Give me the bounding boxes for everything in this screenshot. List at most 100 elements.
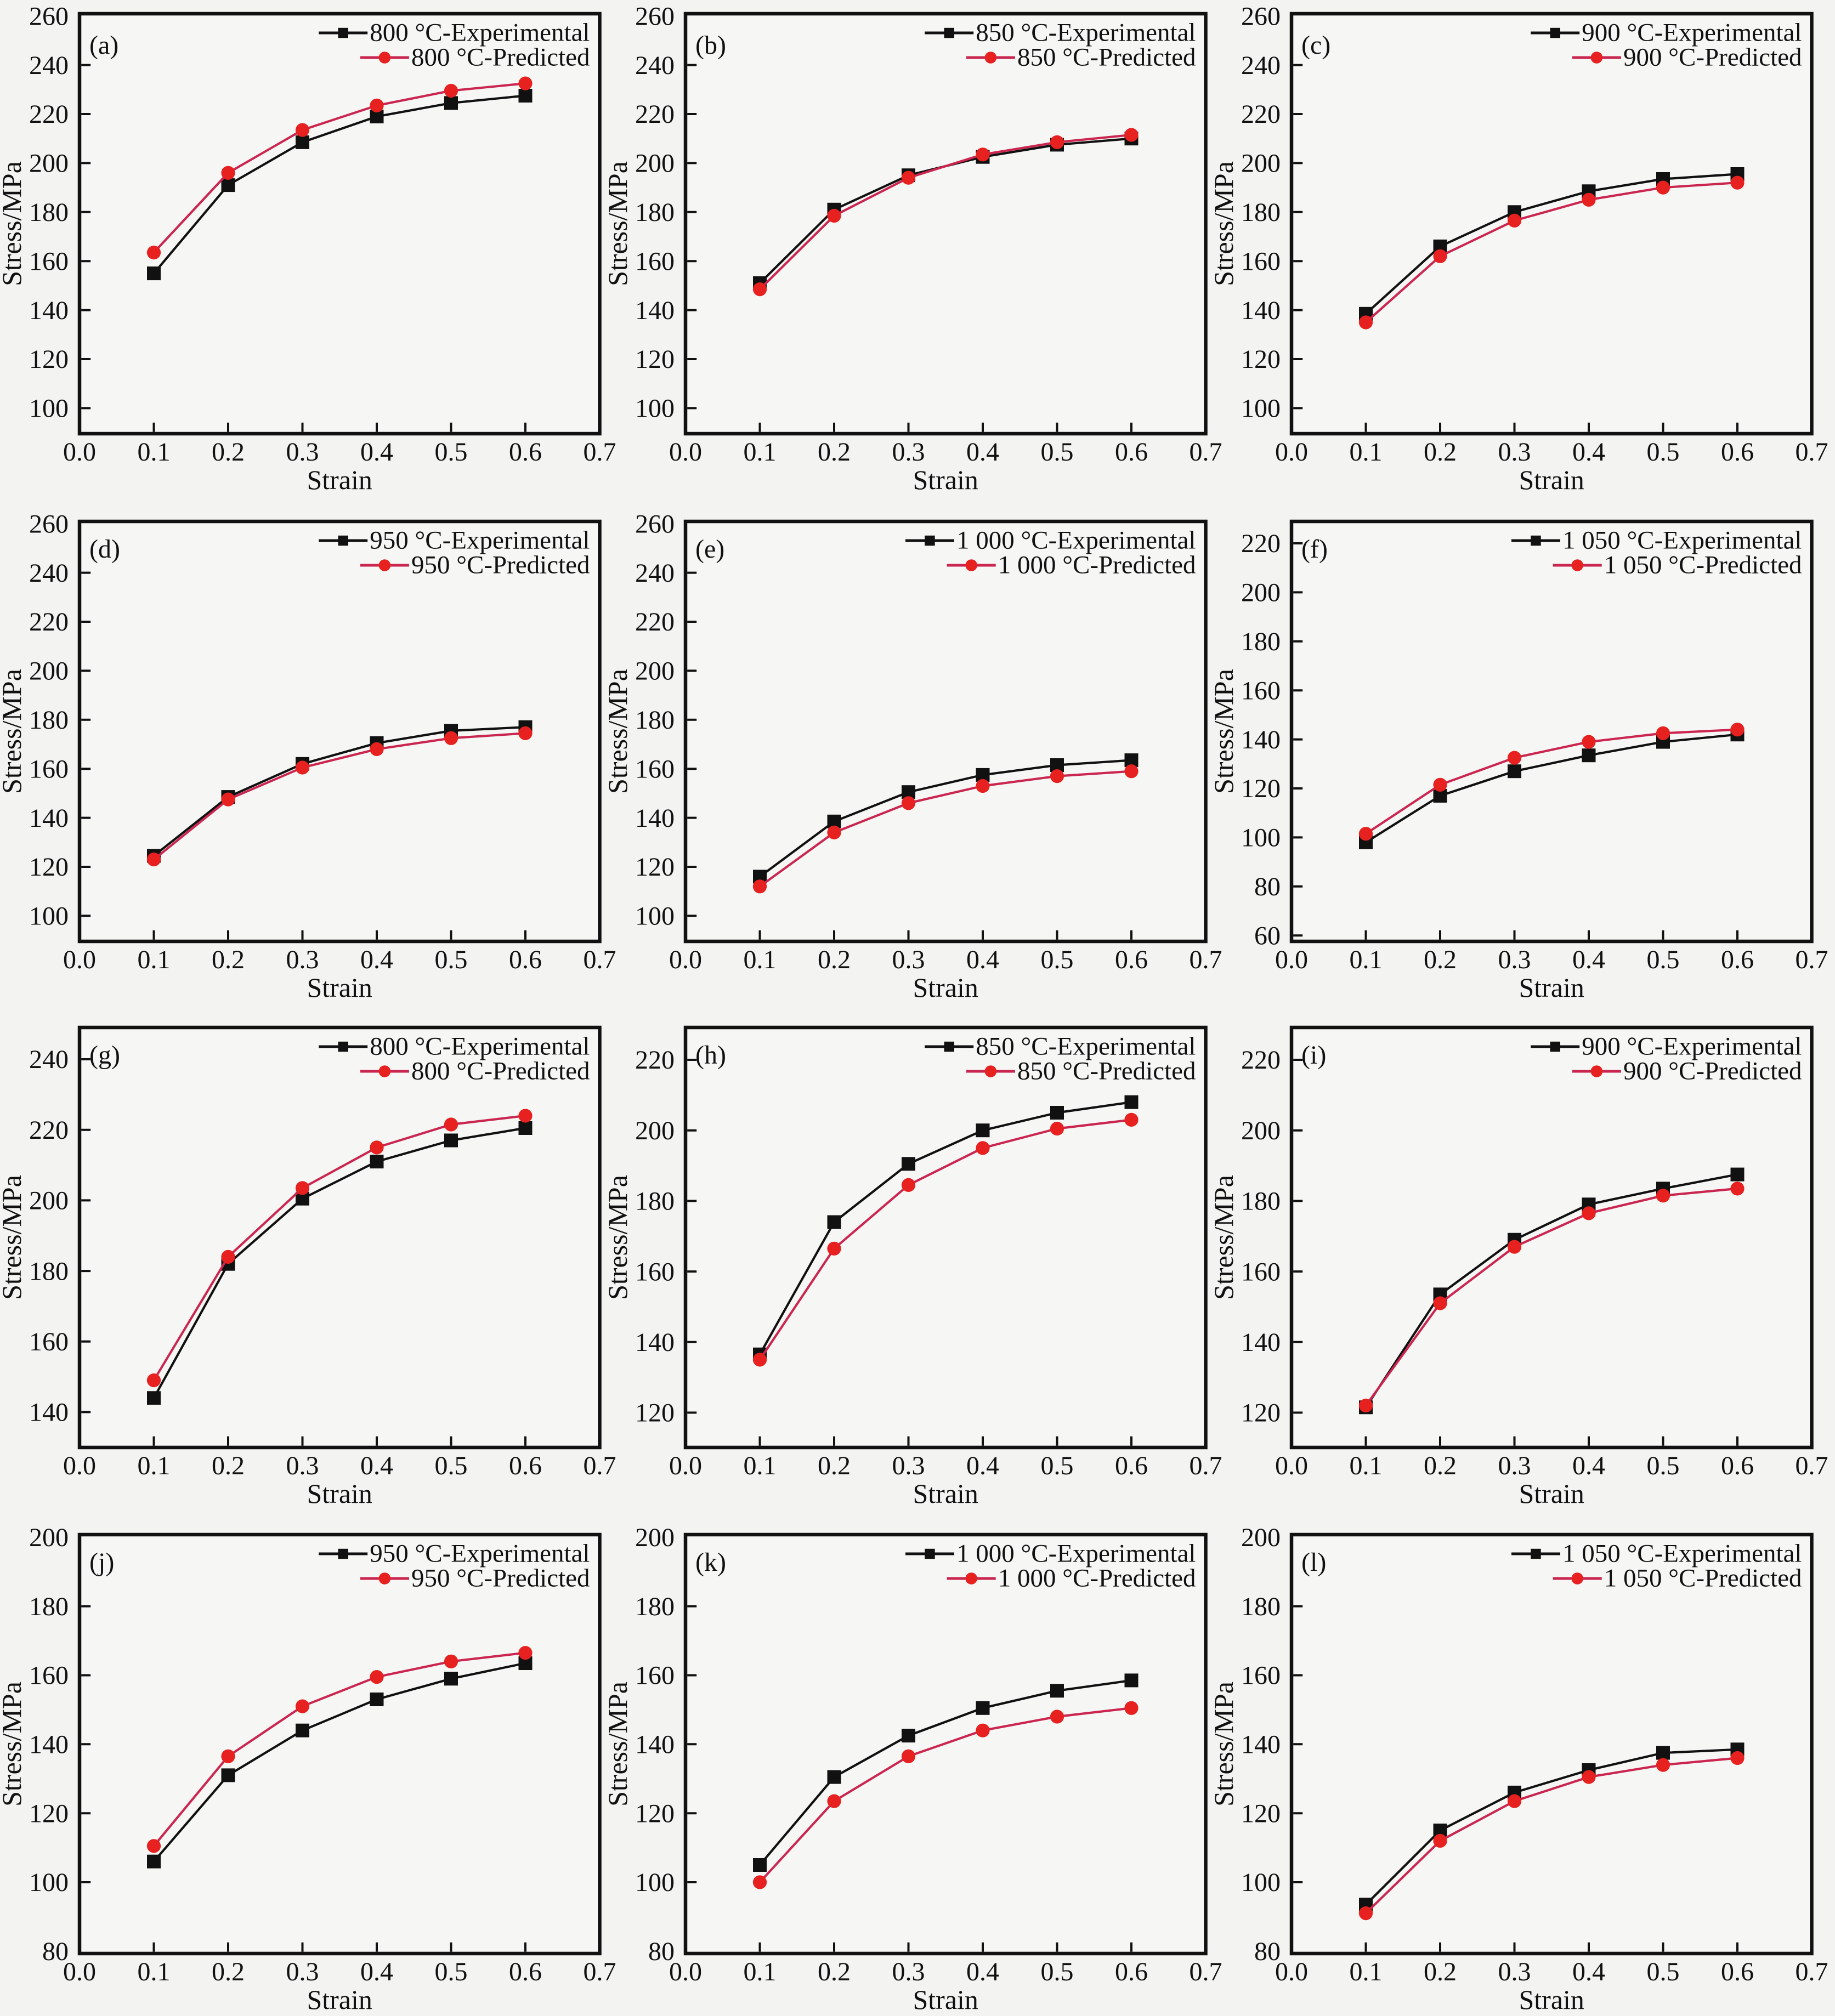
svg-text:850 °C-Predicted: 850 °C-Predicted [1017, 1057, 1196, 1086]
svg-text:0.5: 0.5 [435, 1957, 468, 1986]
svg-text:0.6: 0.6 [509, 945, 542, 974]
svg-text:1 050 °C-Predicted: 1 050 °C-Predicted [1604, 551, 1802, 580]
svg-text:0.2: 0.2 [818, 945, 851, 974]
svg-text:1 050 °C-Experimental: 1 050 °C-Experimental [1562, 1540, 1802, 1568]
svg-text:0.5: 0.5 [1647, 1957, 1680, 1986]
svg-text:120: 120 [1241, 774, 1281, 803]
svg-text:Stress/MPa: Stress/MPa [602, 1682, 633, 1807]
svg-text:0.2: 0.2 [818, 438, 851, 467]
svg-text:0.2: 0.2 [818, 1957, 851, 1986]
svg-text:0.1: 0.1 [1350, 945, 1383, 974]
svg-text:0.1: 0.1 [1350, 438, 1383, 467]
svg-text:80: 80 [1254, 1937, 1281, 1966]
svg-text:260: 260 [635, 509, 675, 538]
svg-text:850 °C-Predicted: 850 °C-Predicted [1017, 43, 1196, 72]
svg-text:0.6: 0.6 [1721, 438, 1754, 467]
svg-text:1 000 °C-Experimental: 1 000 °C-Experimental [956, 1540, 1196, 1568]
svg-text:0.7: 0.7 [584, 438, 616, 467]
svg-text:Stress/MPa: Stress/MPa [602, 669, 633, 794]
svg-text:0.3: 0.3 [1498, 1957, 1531, 1986]
svg-text:140: 140 [1241, 296, 1281, 325]
svg-text:0.5: 0.5 [435, 1451, 468, 1480]
svg-text:800 °C-Predicted: 800 °C-Predicted [411, 43, 590, 72]
svg-text:Stress/MPa: Stress/MPa [1208, 1682, 1239, 1807]
svg-text:1 000 °C-Experimental: 1 000 °C-Experimental [956, 526, 1196, 555]
svg-text:180: 180 [1241, 627, 1281, 656]
svg-text:80: 80 [1254, 872, 1281, 901]
svg-text:220: 220 [1241, 1046, 1281, 1075]
svg-text:Strain: Strain [1519, 972, 1584, 1003]
svg-text:0.2: 0.2 [212, 1451, 245, 1480]
svg-text:120: 120 [1241, 1799, 1281, 1828]
svg-text:800 °C-Predicted: 800 °C-Predicted [411, 1057, 590, 1086]
svg-text:180: 180 [29, 706, 69, 735]
svg-text:140: 140 [635, 296, 675, 325]
svg-text:0.1: 0.1 [1350, 1451, 1383, 1480]
svg-text:(d): (d) [89, 535, 120, 564]
svg-text:0.7: 0.7 [1796, 1957, 1828, 1986]
svg-text:0.1: 0.1 [138, 438, 171, 467]
svg-text:900 °C-Experimental: 900 °C-Experimental [1582, 1032, 1802, 1061]
svg-text:(a): (a) [89, 31, 118, 60]
svg-text:100: 100 [635, 902, 675, 931]
svg-text:160: 160 [1241, 676, 1281, 705]
svg-text:900 °C-Predicted: 900 °C-Predicted [1623, 1057, 1802, 1086]
svg-text:0.7: 0.7 [1796, 945, 1828, 974]
svg-text:260: 260 [29, 2, 69, 31]
svg-text:80: 80 [648, 1937, 675, 1966]
svg-text:120: 120 [635, 1799, 675, 1828]
svg-text:Stress/MPa: Stress/MPa [602, 161, 633, 286]
svg-text:120: 120 [29, 345, 69, 374]
svg-text:0.4: 0.4 [966, 945, 999, 974]
svg-text:100: 100 [1241, 394, 1281, 423]
svg-text:100: 100 [635, 394, 675, 423]
svg-text:0.0: 0.0 [1275, 1451, 1308, 1480]
svg-text:120: 120 [1241, 345, 1281, 374]
svg-text:0.1: 0.1 [138, 945, 171, 974]
svg-text:Strain: Strain [913, 972, 978, 1003]
svg-text:200: 200 [1241, 149, 1281, 178]
svg-text:0.0: 0.0 [1275, 438, 1308, 467]
svg-text:220: 220 [29, 607, 69, 637]
svg-text:Strain: Strain [913, 464, 978, 495]
svg-text:(b): (b) [695, 31, 726, 60]
svg-text:0.5: 0.5 [1647, 438, 1680, 467]
svg-text:0.5: 0.5 [1041, 1451, 1074, 1480]
svg-text:160: 160 [635, 754, 675, 783]
svg-text:240: 240 [635, 51, 675, 80]
svg-text:0.5: 0.5 [1647, 945, 1680, 974]
svg-text:220: 220 [1241, 100, 1281, 129]
svg-text:0.7: 0.7 [1190, 1957, 1222, 1986]
svg-text:0.5: 0.5 [1647, 1451, 1680, 1480]
svg-text:0.4: 0.4 [1572, 1451, 1605, 1480]
svg-text:220: 220 [635, 1046, 675, 1075]
svg-text:140: 140 [29, 1398, 69, 1427]
svg-text:260: 260 [635, 2, 675, 31]
svg-text:0.3: 0.3 [286, 1451, 319, 1480]
svg-text:180: 180 [635, 1187, 675, 1216]
svg-text:0.3: 0.3 [892, 438, 925, 467]
svg-text:Stress/MPa: Stress/MPa [0, 669, 27, 794]
svg-text:Stress/MPa: Stress/MPa [0, 161, 27, 286]
svg-text:120: 120 [635, 345, 675, 374]
svg-text:0.6: 0.6 [1115, 945, 1148, 974]
svg-text:950 °C-Predicted: 950 °C-Predicted [411, 551, 590, 580]
svg-text:120: 120 [29, 853, 69, 882]
svg-text:0.6: 0.6 [1115, 1451, 1148, 1480]
svg-text:140: 140 [1241, 1730, 1281, 1759]
svg-text:0.0: 0.0 [63, 1451, 96, 1480]
svg-text:0.4: 0.4 [966, 438, 999, 467]
svg-text:0.6: 0.6 [1721, 1451, 1754, 1480]
svg-text:0.0: 0.0 [669, 1451, 702, 1480]
svg-text:0.3: 0.3 [1498, 1451, 1531, 1480]
svg-text:260: 260 [29, 509, 69, 538]
svg-text:Strain: Strain [307, 972, 372, 1003]
svg-text:1 050 °C-Experimental: 1 050 °C-Experimental [1562, 526, 1802, 555]
svg-text:0.5: 0.5 [1041, 945, 1074, 974]
svg-text:0.3: 0.3 [892, 945, 925, 974]
svg-text:180: 180 [1241, 1187, 1281, 1216]
svg-text:180: 180 [29, 1257, 69, 1286]
svg-text:0.5: 0.5 [1041, 438, 1074, 467]
svg-text:160: 160 [635, 1257, 675, 1286]
svg-text:0.7: 0.7 [1190, 438, 1222, 467]
